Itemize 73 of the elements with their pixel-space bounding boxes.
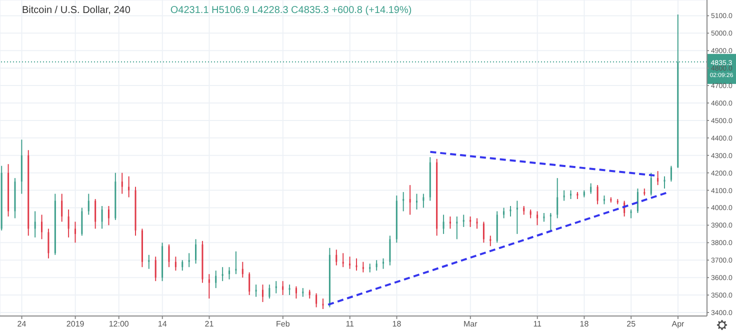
candlestick [34,210,36,238]
candlestick [482,221,484,244]
candlestick [590,182,592,194]
x-tick-label: 21 [204,320,214,329]
candlestick [242,261,244,278]
candlestick [336,249,338,266]
candlestick [316,292,318,308]
candlestick [188,252,190,268]
candlestick [563,190,565,202]
x-tick-label: 25 [626,320,636,329]
x-tick-label: 24 [17,320,27,329]
candlestick [174,256,176,272]
candlestick [101,206,103,230]
candlestick [650,172,652,196]
candlestick [88,193,90,216]
candlestick [61,193,63,222]
candlestick [362,261,364,273]
candlestick [282,280,284,296]
candlestick [349,256,351,270]
candlestick [215,270,217,289]
candlestick [222,266,224,282]
candlestick [389,235,391,266]
x-tick-label: 12:00 [108,320,130,329]
x-tick-label: 2019 [66,320,85,329]
candlestick [48,228,50,259]
candlestick [128,176,130,198]
candlestick [536,210,538,226]
x-tick-label: 18 [392,320,402,329]
candlestick [409,184,411,216]
x-tick-label: 18 [580,320,590,329]
candlestick [402,192,404,212]
candlestick [670,165,672,182]
candlestick [449,216,451,230]
candlestick [94,198,96,230]
x-tick-label: 11 [346,320,355,329]
candlestick [288,284,290,296]
candlestick [490,235,492,247]
candlestick [503,207,505,219]
candlestick [657,170,659,186]
candlestick [68,209,70,238]
x-tick-label: Feb [276,320,290,329]
candlestick [148,254,150,270]
candlestick [456,216,458,240]
candlestick [603,195,605,205]
candlestick [556,178,558,219]
candlestick [41,214,43,240]
candlestick [295,286,297,300]
text: Bitcoin / U.S. Dollar, 240 [22,5,130,16]
candlestick [268,284,270,300]
candlestick [422,193,424,208]
candlestick [262,284,264,303]
candlestick [195,238,197,264]
x-tick-label: 11 [533,320,542,329]
candlestick [81,207,83,236]
text: O4231.1 H5106.9 L4228.3 C4835.3 +600.8 (+14.19%) [170,5,412,16]
candlestick [74,221,76,244]
candlestick [208,274,210,300]
candlestick [168,244,170,268]
candlestick [248,272,250,296]
candlestick [596,184,598,205]
candlestick [442,214,444,234]
x-tick-label: Mar [464,320,478,329]
candlestick [376,260,378,272]
candlestick [636,188,638,214]
candlestick [121,172,123,194]
candlestick [476,218,478,230]
x-tick-label: Apr [672,320,685,329]
candlestick [108,206,110,226]
candlestick [182,260,184,272]
candlestick [550,212,552,231]
candlestick [228,266,230,280]
candlestick [154,256,156,282]
x-tick-label: 14 [158,320,168,329]
